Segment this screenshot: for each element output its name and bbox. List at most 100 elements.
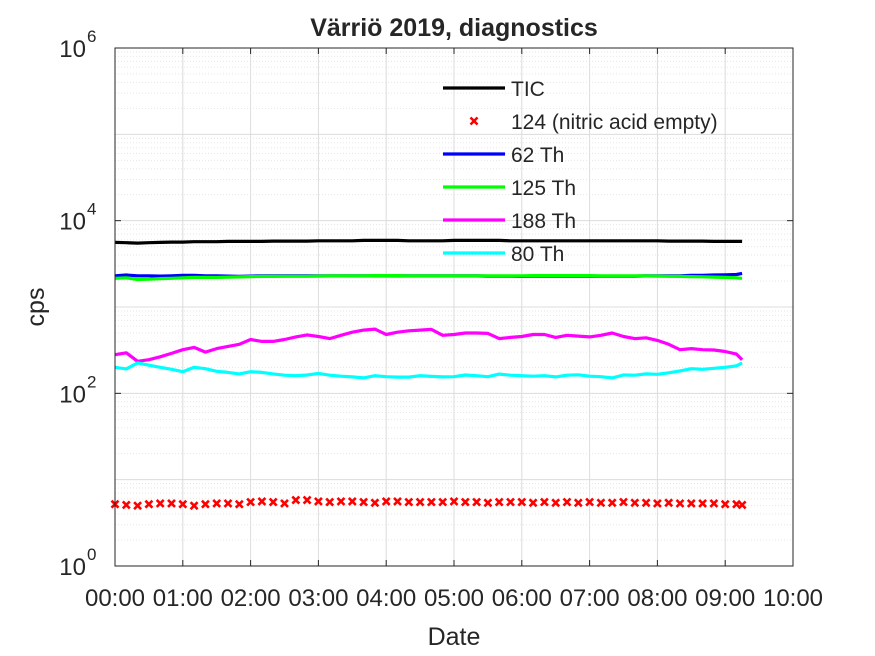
data-point-marker (381, 496, 391, 506)
data-point-marker (460, 497, 470, 507)
legend-swatch (469, 116, 479, 126)
svg-text:6: 6 (87, 27, 96, 46)
svg-text:10: 10 (59, 554, 86, 581)
y-axis-label: cps (22, 288, 50, 327)
x-tick-label: 10:00 (763, 585, 823, 612)
x-tick-label: 09:00 (695, 585, 755, 612)
x-tick-label: 00:00 (85, 585, 145, 612)
data-point-marker (313, 496, 323, 506)
data-point-marker (302, 495, 312, 505)
data-point-marker (133, 501, 143, 511)
data-point-marker (212, 499, 222, 508)
svg-text:10: 10 (59, 381, 86, 408)
svg-text:10: 10 (59, 209, 86, 236)
data-point-marker (246, 497, 256, 507)
chart-title: Värriö 2019, diagnostics (310, 14, 598, 42)
series-layer (110, 238, 747, 511)
data-point-marker (359, 497, 369, 507)
data-point-marker (573, 498, 583, 508)
legend-item: 188 Th (443, 210, 576, 233)
data-point-marker (483, 498, 493, 508)
data-point-marker (370, 498, 380, 508)
data-point-marker (415, 497, 425, 507)
data-point-marker (562, 497, 572, 507)
data-point-marker (404, 497, 414, 507)
data-point-marker (506, 497, 515, 507)
data-point-marker (426, 497, 436, 507)
data-point-marker (641, 498, 651, 508)
x-tick-label: 02:00 (221, 585, 281, 612)
svg-text:2: 2 (87, 372, 96, 391)
data-point-marker (393, 496, 402, 506)
legend-label: 62 Th (511, 144, 564, 167)
data-point-marker (155, 499, 165, 508)
x-tick-label: 08:00 (627, 585, 687, 612)
data-point-marker (698, 499, 708, 508)
data-point-marker (280, 499, 289, 508)
x-tick-label: 07:00 (560, 585, 620, 612)
data-point-marker (551, 498, 561, 508)
data-point-marker (472, 497, 482, 507)
data-point-marker (189, 501, 199, 511)
data-point-marker (347, 496, 357, 506)
data-point-marker (200, 499, 210, 509)
svg-text:4: 4 (87, 200, 96, 219)
series-line (114, 238, 743, 245)
data-point-marker (223, 499, 233, 508)
data-point-marker (144, 499, 154, 509)
x-tick-label: 06:00 (492, 585, 552, 612)
data-point-marker (709, 499, 719, 508)
data-point-marker (675, 499, 685, 508)
data-point-marker (585, 497, 595, 507)
data-point-marker (178, 499, 188, 509)
data-point-marker (664, 498, 674, 508)
data-point-marker (336, 496, 346, 506)
data-point-marker (234, 499, 244, 509)
legend-label: TIC (511, 78, 545, 101)
data-point-marker (596, 498, 606, 508)
data-point-marker (720, 499, 730, 509)
x-tick-label: 05:00 (424, 585, 484, 612)
data-point-marker (291, 495, 301, 505)
legend-item: 124 (nitric acid empty) (469, 111, 718, 134)
series-line (114, 361, 743, 380)
data-point-marker (517, 497, 527, 507)
legend: TIC 124 (nitric acid empty) 62 Th 125 Th 188… (443, 78, 718, 266)
data-point-marker (167, 499, 176, 508)
data-point-marker (268, 497, 278, 507)
legend-label: 188 Th (511, 210, 576, 233)
legend-label: 124 (nitric acid empty) (511, 111, 718, 134)
data-point-marker (630, 498, 640, 508)
data-point-marker (121, 500, 131, 510)
y-tick-label: 10 6 (59, 27, 96, 63)
legend-item: 80 Th (443, 243, 564, 266)
data-point-marker (652, 499, 662, 508)
data-point-marker (737, 500, 747, 510)
series-line (114, 327, 744, 363)
data-point-marker (325, 497, 335, 507)
x-axis: 00:00 01:00 02:00 03:00 04:00 05:00 06:00 07:00… (85, 48, 823, 612)
data-point-marker (686, 499, 696, 508)
x-axis-label: Date (428, 623, 481, 651)
data-point-marker (528, 498, 538, 508)
x-tick-label: 03:00 (288, 585, 348, 612)
legend-label: 125 Th (511, 177, 576, 200)
data-point-marker (539, 497, 549, 507)
y-tick-label: 10 0 (59, 545, 96, 581)
y-tick-label: 10 2 (59, 372, 96, 408)
series-line (114, 274, 743, 282)
legend-item: 62 Th (443, 144, 564, 167)
svg-text:10: 10 (59, 36, 86, 63)
data-point-marker (257, 496, 267, 506)
x-tick-label: 04:00 (356, 585, 416, 612)
legend-item: 125 Th (443, 177, 576, 200)
y-tick-label: 10 4 (59, 200, 96, 236)
data-point-marker (607, 498, 617, 508)
legend-item: TIC (443, 78, 545, 101)
legend-label: 80 Th (511, 243, 564, 266)
svg-text:0: 0 (87, 545, 96, 564)
data-point-marker (619, 497, 628, 507)
x-tick-label: 01:00 (153, 585, 213, 612)
